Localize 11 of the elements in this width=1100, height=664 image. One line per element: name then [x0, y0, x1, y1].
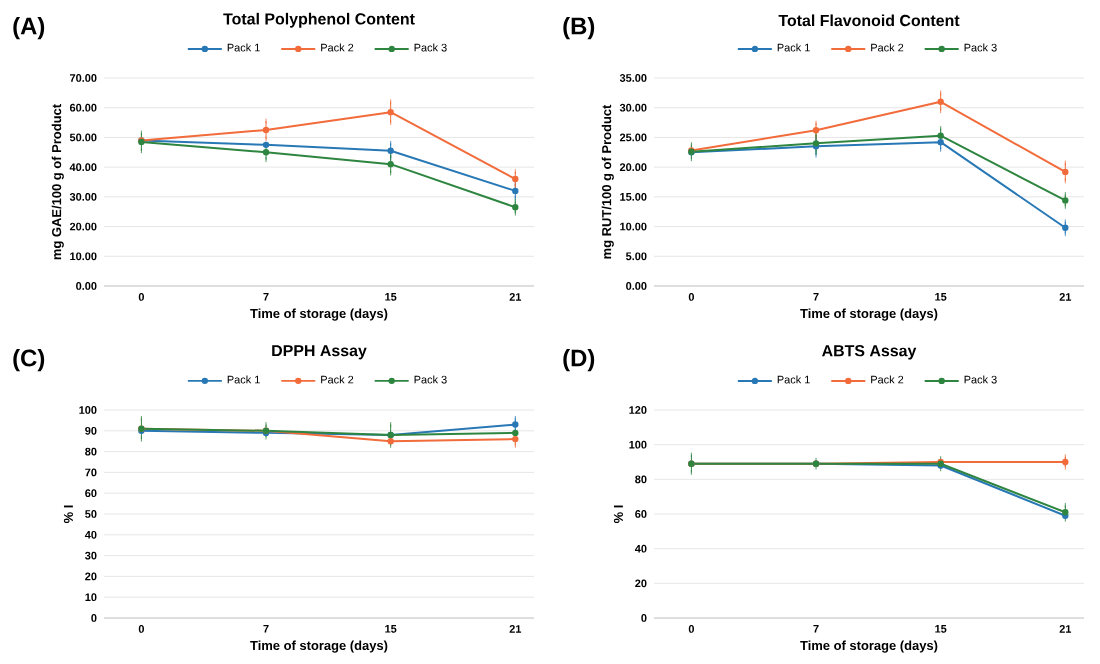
point — [262, 126, 270, 134]
point — [387, 147, 394, 154]
point — [387, 108, 394, 116]
point — [1062, 168, 1069, 176]
text: (D) — [563, 348, 595, 372]
point — [387, 160, 394, 168]
text: (C) — [13, 348, 45, 372]
text: (B) — [563, 16, 595, 40]
point — [937, 98, 944, 105]
point — [262, 149, 270, 156]
text: (A) — [13, 16, 45, 40]
